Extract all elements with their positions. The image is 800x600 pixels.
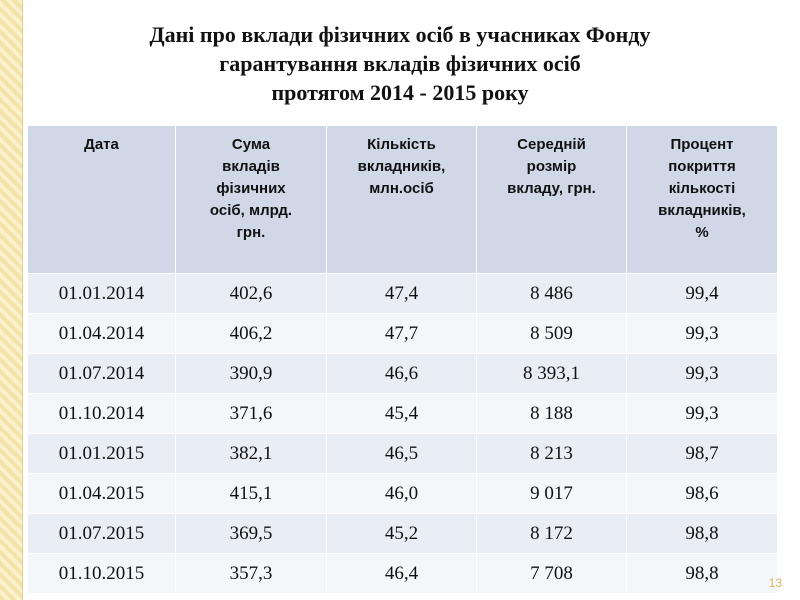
table-cell: 45,2 (326, 513, 477, 554)
table-row: 01.01.2015 382,1 46,5 8 213 98,7 (27, 433, 778, 474)
table-cell: 46,5 (326, 433, 477, 474)
table-cell: 7 708 (476, 553, 627, 594)
table-row: 01.10.2015 357,3 46,4 7 708 98,8 (27, 553, 778, 594)
table-cell: 99,3 (626, 313, 778, 354)
table-cell: 415,1 (175, 473, 327, 514)
page-number: 13 (768, 576, 782, 590)
table-cell: 01.01.2014 (27, 273, 176, 314)
table-cell: 99,4 (626, 273, 778, 314)
header-cell: Дата (27, 125, 176, 274)
table-cell: 9 017 (476, 473, 627, 514)
table-row: 01.07.2015 369,5 45,2 8 172 98,8 (27, 513, 778, 554)
table-cell: 01.10.2015 (27, 553, 176, 594)
table-cell: 8 393,1 (476, 353, 627, 394)
table-cell: 47,7 (326, 313, 477, 354)
table-cell: 45,4 (326, 393, 477, 434)
table-row: 01.01.2014 402,6 47,4 8 486 99,4 (27, 273, 778, 314)
table-cell: 98,8 (626, 553, 778, 594)
table-cell: 406,2 (175, 313, 327, 354)
table-row: 01.04.2014 406,2 47,7 8 509 99,3 (27, 313, 778, 354)
table-cell: 01.07.2015 (27, 513, 176, 554)
table-cell: 01.01.2015 (27, 433, 176, 474)
header-cell: Сума вкладів фізичних осіб, млрд. грн. (175, 125, 327, 274)
table-cell: 46,4 (326, 553, 477, 594)
table-cell: 390,9 (175, 353, 327, 394)
decorative-strip (0, 0, 23, 600)
table-cell: 01.04.2014 (27, 313, 176, 354)
table-cell: 402,6 (175, 273, 327, 314)
header-cell: Кількість вкладників, млн.осіб (326, 125, 477, 274)
slide-title: Дані про вклади фізичних осіб в учасника… (149, 22, 651, 105)
table-cell: 382,1 (175, 433, 327, 474)
table-body: 01.01.2014 402,6 47,4 8 486 99,4 01.04.2014 40… (27, 273, 778, 594)
data-table: Дата Сума вкладів фізичних осіб, млрд. гр… (27, 125, 778, 594)
header-row: Дата Сума вкладів фізичних осіб, млрд. гр… (27, 125, 778, 274)
table-cell: 99,3 (626, 393, 778, 434)
table-cell: 8 509 (476, 313, 627, 354)
table-cell: 8 486 (476, 273, 627, 314)
table-cell: 98,8 (626, 513, 778, 554)
table-cell: 99,3 (626, 353, 778, 394)
table-row: 01.07.2014 390,9 46,6 8 393,1 99,3 (27, 353, 778, 394)
table-cell: 8 172 (476, 513, 627, 554)
table-cell: 357,3 (175, 553, 327, 594)
table-cell: 8 213 (476, 433, 627, 474)
table-row: 01.10.2014 371,6 45,4 8 188 99,3 (27, 393, 778, 434)
table-cell: 46,6 (326, 353, 477, 394)
header-cell: Процент покриття кількості вкладників, % (626, 125, 778, 274)
table-cell: 46,0 (326, 473, 477, 514)
table-cell: 47,4 (326, 273, 477, 314)
table-cell: 8 188 (476, 393, 627, 434)
table-row: 01.04.2015 415,1 46,0 9 017 98,6 (27, 473, 778, 514)
table-cell: 01.07.2014 (27, 353, 176, 394)
header-cell: Середній розмір вкладу, грн. (476, 125, 627, 274)
table-cell: 01.04.2015 (27, 473, 176, 514)
table-cell: 98,7 (626, 433, 778, 474)
table-cell: 369,5 (175, 513, 327, 554)
table-cell: 371,6 (175, 393, 327, 434)
table-cell: 98,6 (626, 473, 778, 514)
table-cell: 01.10.2014 (27, 393, 176, 434)
